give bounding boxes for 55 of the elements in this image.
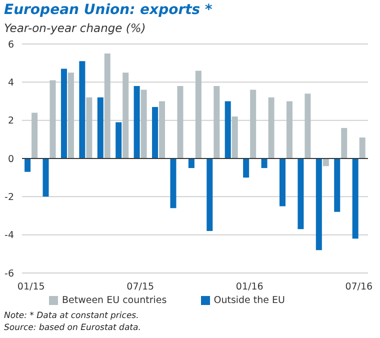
- bar: [170, 158, 176, 208]
- y-tick-label: 2: [8, 116, 14, 127]
- bar: [42, 158, 49, 197]
- bar: [140, 90, 147, 158]
- source-note: Source: based on Eurostat data.: [4, 322, 141, 334]
- bar: [279, 158, 286, 206]
- bar: [177, 86, 184, 158]
- bar: [268, 97, 274, 158]
- bar: [322, 158, 329, 166]
- bar: [232, 116, 238, 158]
- text: Note: * Data at constant prices.: [4, 310, 140, 322]
- chart-subtitle: Year-on-year change (%): [4, 21, 146, 35]
- bar: [68, 72, 74, 158]
- x-tick-label: 01/15: [17, 282, 45, 293]
- y-tick-label: 4: [8, 78, 14, 89]
- bar: [334, 158, 340, 212]
- y-tick-label: -4: [4, 230, 14, 242]
- bar: [24, 158, 31, 172]
- bar: [298, 158, 304, 230]
- bar: [159, 101, 166, 158]
- x-tick-label: 07/16: [345, 282, 373, 293]
- chart-title: European Union: exports *: [4, 2, 212, 18]
- bar: [79, 61, 86, 158]
- bar: [50, 80, 56, 158]
- y-tick-label: 0: [8, 154, 14, 165]
- bar: [97, 97, 104, 158]
- bar: [341, 128, 348, 158]
- bar: [304, 94, 311, 158]
- bar: [122, 72, 129, 158]
- y-tick-label: -6: [4, 268, 14, 280]
- bar: [116, 122, 122, 158]
- y-tick-label: -2: [4, 192, 14, 204]
- bar: [286, 101, 292, 158]
- legend-label: Between EU countries: [62, 295, 167, 306]
- bar: [214, 86, 220, 158]
- bar: [152, 106, 158, 158]
- bar: [32, 112, 38, 158]
- x-tick-label: 07/15: [126, 282, 154, 293]
- bar: [104, 54, 110, 158]
- bar: [250, 90, 256, 158]
- bar: [60, 68, 67, 158]
- y-tick-label: 6: [8, 39, 14, 50]
- legend-label: Outside the EU: [214, 295, 285, 306]
- bar: [261, 158, 268, 168]
- bar: [316, 158, 322, 250]
- bar: [195, 70, 202, 158]
- x-tick-label: 01/16: [236, 282, 264, 293]
- bar: [243, 158, 250, 178]
- bar: [206, 158, 213, 232]
- bar: [359, 138, 366, 158]
- bar: [224, 101, 231, 158]
- bar: [134, 86, 140, 158]
- bar: [352, 158, 358, 239]
- bar: [188, 158, 194, 168]
- bar: [86, 97, 92, 158]
